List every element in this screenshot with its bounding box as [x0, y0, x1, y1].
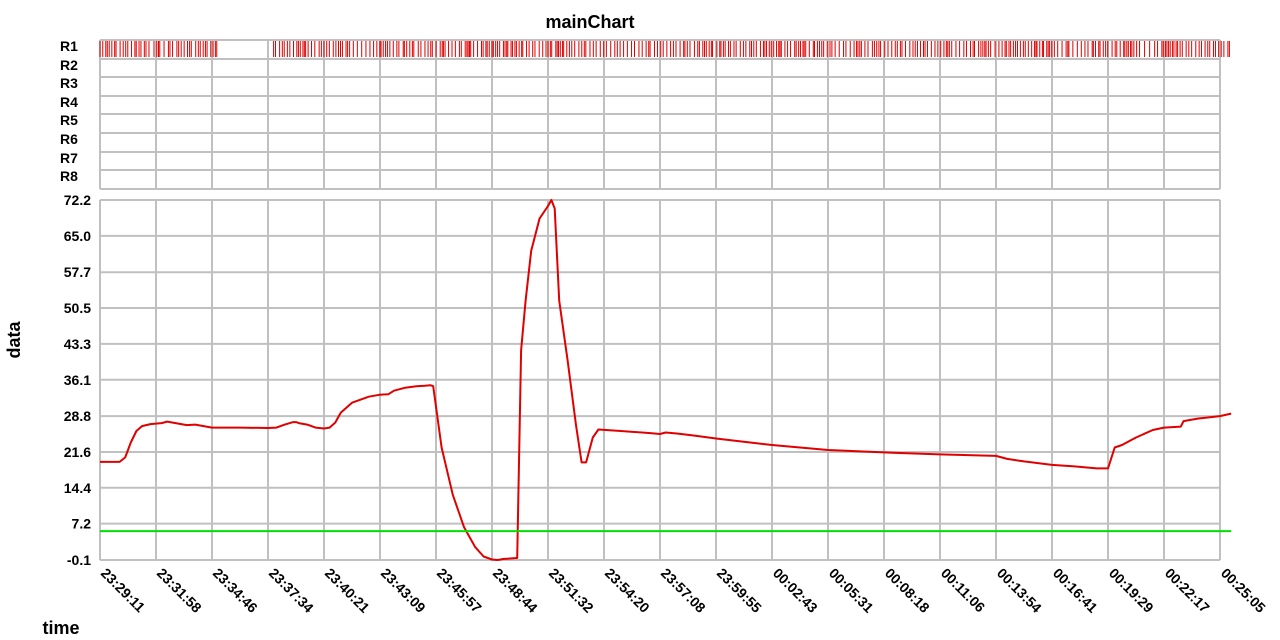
- series-layer: [100, 199, 1232, 561]
- x-tick-label: 00:25:05: [1218, 565, 1269, 616]
- x-tick-label: 00:08:18: [882, 565, 933, 616]
- x-tick-label: 23:45:57: [434, 565, 485, 616]
- x-tick-label: 00:22:17: [1162, 565, 1213, 616]
- series-line-red: [100, 199, 1232, 561]
- x-tick-label: 00:11:06: [938, 565, 989, 616]
- event-row-label: R5: [60, 112, 78, 128]
- x-tick-label: 23:43:09: [378, 565, 429, 616]
- y-tick-label: 36.1: [64, 372, 91, 388]
- y-tick-label: 14.4: [64, 480, 91, 496]
- y-tick-label: 50.5: [64, 300, 91, 316]
- x-axis-label: time: [42, 618, 79, 638]
- x-tick-label: 23:51:32: [546, 565, 597, 616]
- x-tick-label: 23:57:08: [658, 565, 709, 616]
- x-tick-label: 00:19:29: [1106, 565, 1157, 616]
- x-tick-label: 23:59:55: [714, 565, 765, 616]
- event-rows: [99, 41, 1230, 57]
- x-tick-label: 23:29:11: [98, 565, 149, 616]
- event-row-label: R7: [60, 150, 78, 166]
- event-row-label: R3: [60, 75, 78, 91]
- x-tick-label: 00:05:31: [826, 565, 877, 616]
- event-row-label: R2: [60, 57, 78, 73]
- x-tick-label: 23:40:21: [322, 565, 373, 616]
- x-tick-label: 00:13:54: [994, 565, 1045, 616]
- y-axis: 72.2 65.0 57.7 50.5 43.3 36.1 28.8 21.6 14.4 7.2 -…: [64, 192, 91, 568]
- grid: [99, 39, 1221, 561]
- x-tick-label: 23:54:20: [602, 565, 653, 616]
- event-row-label: R6: [60, 131, 78, 147]
- event-row-labels: R1 R2 R3 R4 R5 R6 R7 R8: [60, 38, 78, 184]
- event-row-label: R1: [60, 38, 78, 54]
- event-row-label: R4: [60, 94, 78, 110]
- x-tick-label: 23:48:44: [490, 565, 541, 616]
- y-tick-label: 28.8: [64, 408, 91, 424]
- y-tick-label: 72.2: [64, 192, 91, 208]
- x-tick-label: 23:37:34: [266, 565, 317, 616]
- y-tick-label: 21.6: [64, 444, 91, 460]
- y-tick-label: -0.1: [67, 552, 91, 568]
- x-tick-label: 23:31:58: [154, 565, 205, 616]
- x-tick-label: 00:16:41: [1050, 565, 1101, 616]
- x-axis: 23:29:11 23:31:58 23:34:46 23:37:34 23:40:21…: [98, 565, 1269, 616]
- y-tick-label: 43.3: [64, 336, 91, 352]
- y-axis-label: data: [4, 321, 24, 359]
- y-tick-label: 7.2: [72, 516, 92, 532]
- y-tick-label: 65.0: [64, 228, 91, 244]
- event-row-label: R8: [60, 168, 78, 184]
- x-tick-label: 00:02:43: [770, 565, 821, 616]
- chart-title: mainChart: [545, 12, 634, 32]
- y-tick-label: 57.7: [64, 264, 91, 280]
- x-tick-label: 23:34:46: [210, 565, 261, 616]
